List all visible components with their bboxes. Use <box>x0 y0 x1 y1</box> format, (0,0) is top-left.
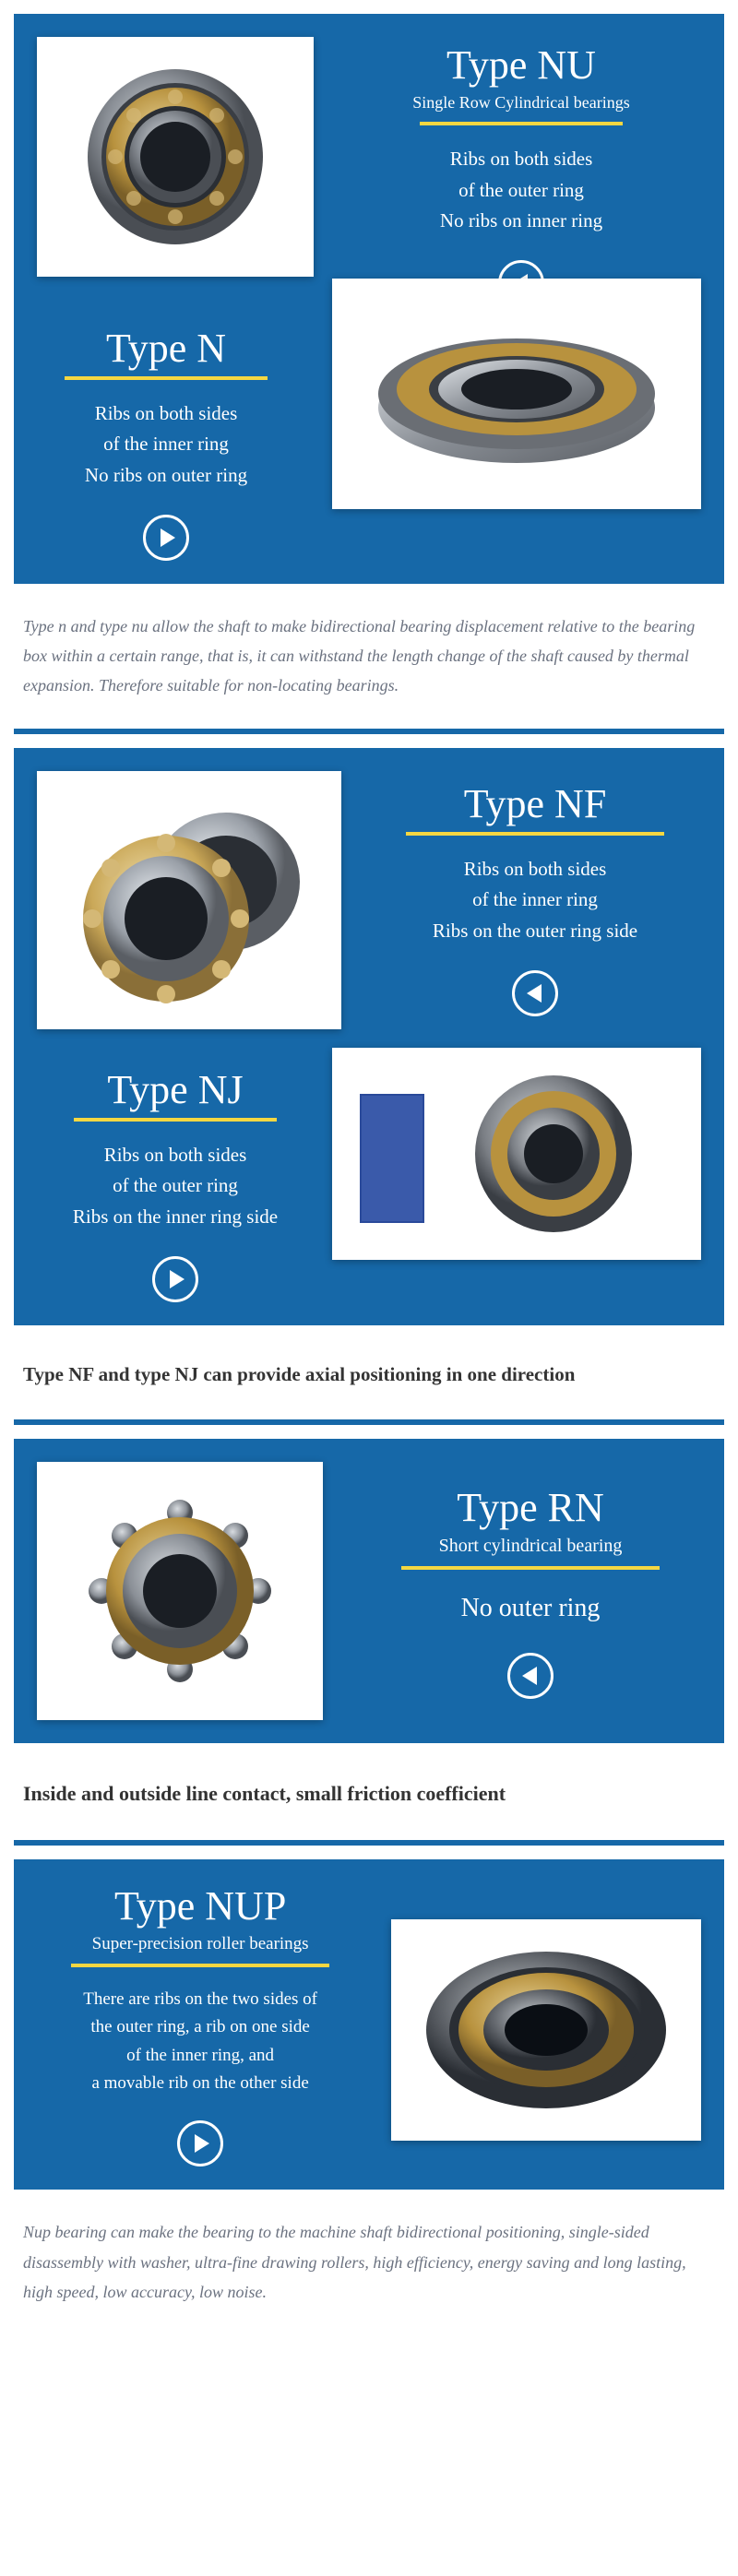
panel4-caption: Nup bearing can make the bearing to the … <box>0 2203 738 2334</box>
type-nj-desc: Ribs on both sides of the outer ring Rib… <box>37 1140 314 1233</box>
type-nf-title: Type NF <box>369 780 701 827</box>
type-nj-text: Type NJ Ribs on both sides of the outer … <box>37 1048 314 1302</box>
panel-nf-nj: Type NF Ribs on both sides of the inner … <box>14 748 724 1325</box>
type-nup-desc: There are ribs on the two sides of the o… <box>37 1986 363 2098</box>
bearing-image-nf <box>37 771 341 1029</box>
type-rn-title: Type RN <box>360 1484 701 1531</box>
type-nu-title: Type NU <box>341 42 701 89</box>
type-rn-text: Type RN Short cylindrical bearing No out… <box>360 1484 701 1699</box>
accent-underline <box>65 376 268 380</box>
type-n-title: Type N <box>37 325 295 372</box>
type-nf-text: Type NF Ribs on both sides of the inner … <box>369 771 701 1029</box>
divider <box>14 729 724 734</box>
type-n-text: Type N Ribs on both sides of the inner r… <box>37 279 295 561</box>
bearing-image-n <box>332 279 701 509</box>
prev-arrow-icon[interactable] <box>507 1653 554 1699</box>
accent-underline <box>420 122 623 125</box>
divider <box>14 1419 724 1425</box>
divider <box>14 1840 724 1846</box>
next-arrow-icon[interactable] <box>143 515 189 561</box>
panel-nup: Type NUP Super-precision roller bearings… <box>14 1859 724 2190</box>
next-arrow-icon[interactable] <box>177 2120 223 2166</box>
bearing-image-nu <box>37 37 314 277</box>
panel-nu-n: Type NU Single Row Cylindrical bearings … <box>14 14 724 584</box>
bearing-image-nup <box>391 1919 701 2141</box>
panel3-caption: Inside and outside line contact, small f… <box>0 1757 738 1840</box>
type-rn-subtitle: Short cylindrical bearing <box>360 1536 701 1557</box>
type-nj-title: Type NJ <box>37 1066 314 1113</box>
accent-underline <box>401 1566 660 1570</box>
panel2-caption: Type NF and type NJ can provide axial po… <box>0 1339 738 1420</box>
bearing-image-rn <box>37 1462 323 1720</box>
accent-underline <box>74 1118 277 1122</box>
type-nu-text: Type NU Single Row Cylindrical bearings … <box>341 37 701 306</box>
next-arrow-icon[interactable] <box>152 1256 198 1302</box>
bearing-image-nj <box>332 1048 701 1260</box>
type-nup-text: Type NUP Super-precision roller bearings… <box>37 1882 363 2167</box>
type-nu-desc: Ribs on both sides of the outer ring No … <box>341 144 701 237</box>
prev-arrow-icon[interactable] <box>512 970 558 1016</box>
type-nf-desc: Ribs on both sides of the inner ring Rib… <box>369 854 701 947</box>
accent-underline <box>406 832 664 836</box>
panel1-caption: Type n and type nu allow the shaft to ma… <box>0 598 738 729</box>
type-nup-subtitle: Super-precision roller bearings <box>37 1934 363 1954</box>
type-rn-desc: No outer ring <box>360 1588 701 1630</box>
type-nup-title: Type NUP <box>37 1882 363 1929</box>
accent-underline <box>71 1964 329 1967</box>
type-n-desc: Ribs on both sides of the inner ring No … <box>37 398 295 492</box>
panel-rn: Type RN Short cylindrical bearing No out… <box>14 1439 724 1743</box>
type-nu-subtitle: Single Row Cylindrical bearings <box>341 93 701 113</box>
